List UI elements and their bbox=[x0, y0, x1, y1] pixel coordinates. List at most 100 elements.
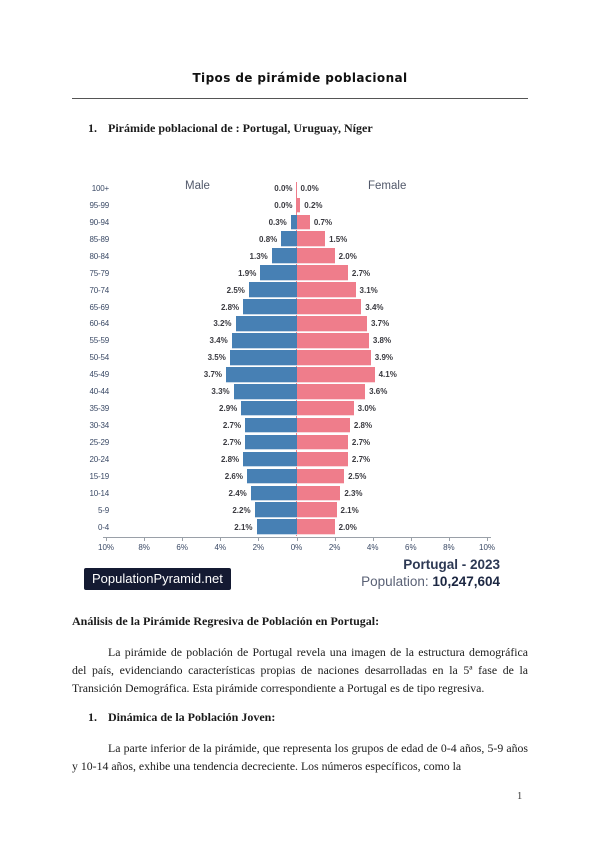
pyramid-row: 20-24 2.8% 2.7% bbox=[85, 451, 495, 468]
age-group-label: 20-24 bbox=[89, 454, 110, 464]
pyramid-row: 5-9 2.2% 2.1% bbox=[85, 502, 495, 519]
male-bar bbox=[271, 248, 297, 265]
male-percent-label: 2.6% bbox=[224, 471, 243, 481]
female-half: 2.5% bbox=[296, 468, 496, 485]
age-group-label: 75-79 bbox=[89, 268, 110, 278]
male-bar bbox=[290, 214, 297, 231]
male-bar bbox=[233, 383, 297, 400]
pyramid-row: 90-94 0.3% 0.7% bbox=[85, 214, 495, 231]
axis-tick bbox=[487, 537, 488, 541]
female-bar bbox=[296, 468, 345, 485]
female-half: 2.7% bbox=[296, 451, 496, 468]
pyramid-row: 25-29 2.7% 2.7% bbox=[85, 434, 495, 451]
age-group-label: 85-89 bbox=[89, 234, 110, 244]
age-group-label: 100+ bbox=[91, 183, 109, 193]
female-bar bbox=[296, 350, 371, 366]
pyramid-row: 55-59 3.4% 3.8% bbox=[85, 332, 495, 349]
male-half: 3.3% bbox=[113, 383, 297, 400]
document-title: Tipos de pirámide poblacional bbox=[192, 71, 408, 85]
age-group-label: 5-9 bbox=[98, 505, 109, 515]
age-group-label: 40-44 bbox=[89, 387, 110, 397]
age-group-label: 55-59 bbox=[89, 336, 110, 346]
female-half: 2.8% bbox=[296, 417, 496, 434]
male-percent-label: 0.3% bbox=[268, 217, 287, 227]
female-percent-label: 1.5% bbox=[329, 234, 348, 244]
age-group-label: 45-49 bbox=[89, 370, 110, 380]
male-percent-label: 2.8% bbox=[220, 302, 240, 312]
female-half: 2.0% bbox=[296, 248, 496, 265]
male-half: 3.7% bbox=[113, 366, 297, 383]
populationpyramid-brand-badge: PopulationPyramid.net bbox=[84, 568, 231, 590]
axis-tick bbox=[372, 537, 374, 541]
male-bar bbox=[245, 434, 297, 451]
male-half: 1.3% bbox=[113, 248, 297, 265]
section-1-heading: 1. Pirámide poblacional de : Portugal, U… bbox=[88, 121, 373, 136]
male-percent-label: 2.8% bbox=[220, 454, 240, 464]
female-percent-label: 3.9% bbox=[374, 353, 394, 363]
female-percent-label: 2.7% bbox=[351, 438, 371, 448]
female-bar bbox=[296, 485, 341, 502]
analysis-heading: Análisis de la Pirámide Regresiva de Pob… bbox=[72, 614, 380, 628]
female-half: 0.2% bbox=[296, 197, 496, 214]
male-percent-label: 3.7% bbox=[203, 370, 223, 380]
male-half: 2.7% bbox=[113, 417, 297, 434]
youth-paragraph: La parte inferior de la pirámide, que re… bbox=[72, 741, 528, 773]
age-group-label: 30-34 bbox=[89, 421, 110, 431]
female-percent-label: 0.0% bbox=[300, 183, 319, 193]
female-half: 4.1% bbox=[296, 366, 496, 383]
axis-tick bbox=[334, 537, 336, 541]
male-bar bbox=[281, 231, 297, 248]
pyramid-row: 35-39 2.9% 3.0% bbox=[85, 400, 495, 417]
male-half: 1.9% bbox=[113, 265, 297, 282]
female-bar bbox=[296, 400, 354, 417]
male-half: 3.4% bbox=[113, 332, 297, 349]
pyramid-row: 60-64 3.2% 3.7% bbox=[85, 316, 495, 333]
section-2-heading: 1. Dinámica de la Población Joven: bbox=[88, 710, 275, 725]
male-percent-label: 2.9% bbox=[219, 404, 238, 414]
age-group-label: 65-69 bbox=[89, 302, 110, 312]
male-half: 2.2% bbox=[113, 502, 297, 519]
pyramid-row: 0-4 2.1% 2.0% bbox=[85, 519, 495, 536]
male-bar bbox=[254, 502, 297, 519]
axis-tick-label: 4% bbox=[214, 543, 227, 552]
male-bar bbox=[248, 282, 297, 298]
pyramid-row: 40-44 3.3% 3.6% bbox=[85, 383, 495, 400]
female-half: 3.1% bbox=[296, 282, 496, 299]
male-half: 2.8% bbox=[113, 299, 297, 316]
female-percent-label: 2.7% bbox=[351, 454, 371, 464]
population-total: Population: 10,247,604 bbox=[361, 574, 500, 589]
male-half: 2.6% bbox=[113, 468, 297, 485]
female-bar bbox=[296, 265, 348, 281]
female-bar bbox=[296, 197, 301, 214]
pyramid-row: 95-99 0.0% 0.2% bbox=[85, 197, 495, 214]
female-bar bbox=[296, 451, 348, 468]
male-half: 0.3% bbox=[113, 214, 297, 231]
female-percent-label: 2.7% bbox=[351, 268, 371, 278]
female-bar bbox=[296, 434, 348, 451]
section-1-heading-text: Pirámide poblacional de : Portugal, Urug… bbox=[108, 121, 373, 135]
pyramid-row: 70-74 2.5% 3.1% bbox=[85, 282, 495, 299]
female-percent-label: 2.1% bbox=[340, 505, 359, 515]
age-group-label: 35-39 bbox=[89, 404, 110, 414]
age-group-label: 25-29 bbox=[89, 438, 110, 448]
female-half: 0.7% bbox=[296, 214, 496, 231]
pyramid-row: 45-49 3.7% 4.1% bbox=[85, 366, 495, 383]
female-half: 2.0% bbox=[296, 519, 496, 536]
male-half: 2.8% bbox=[113, 451, 297, 468]
male-half: 2.5% bbox=[113, 282, 297, 299]
age-group-label: 60-64 bbox=[89, 319, 110, 329]
male-percent-label: 0.0% bbox=[274, 183, 293, 193]
male-percent-label: 2.4% bbox=[228, 488, 247, 498]
male-half: 0.8% bbox=[113, 231, 297, 248]
male-bar bbox=[260, 265, 297, 281]
female-half: 3.9% bbox=[296, 349, 496, 366]
male-bar bbox=[243, 451, 297, 468]
female-half: 0.0% bbox=[297, 180, 496, 197]
axis-tick-label: 2% bbox=[252, 543, 265, 552]
female-percent-label: 3.7% bbox=[370, 319, 390, 329]
age-group-label: 90-94 bbox=[89, 217, 110, 227]
female-bar bbox=[296, 248, 335, 265]
axis-tick bbox=[182, 537, 184, 541]
male-percent-label: 3.2% bbox=[213, 319, 232, 329]
